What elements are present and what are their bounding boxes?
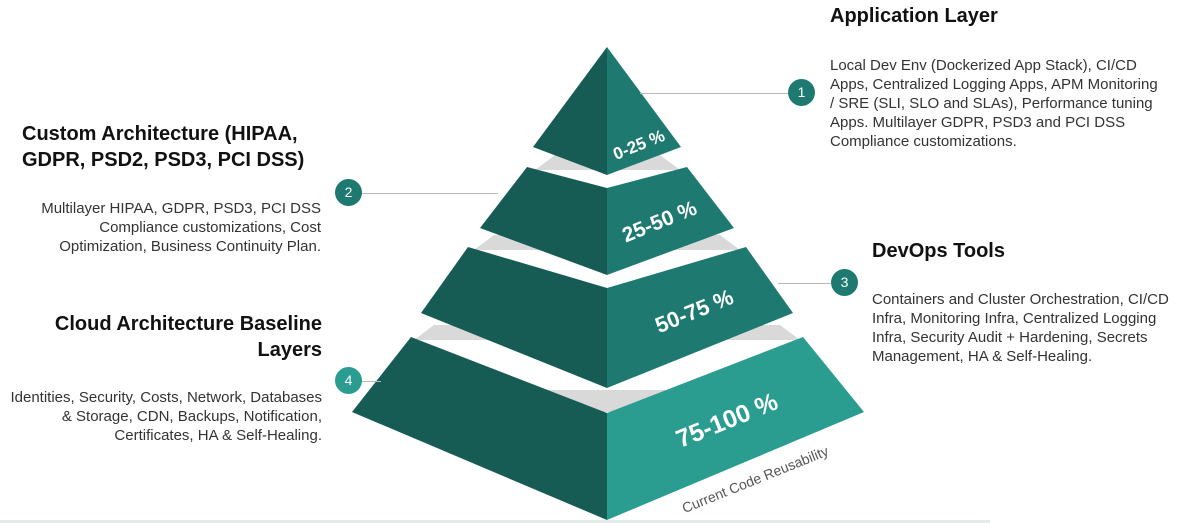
pyramid-tier-2-left <box>480 167 607 275</box>
badge-2: 2 <box>335 179 362 206</box>
badge-1: 1 <box>788 79 815 106</box>
pyramid-tier-4-right <box>607 337 864 520</box>
connector-4 <box>361 381 381 382</box>
pyramid-tier-2-right <box>607 167 734 275</box>
layer-1-description: Local Dev Env (Dockerized App Stack), CI… <box>830 57 1158 150</box>
layer-4-title: Cloud Architecture Baseline Layers <box>54 313 322 361</box>
pyramid-tier-1-right <box>607 47 681 175</box>
connector-2 <box>361 193 498 194</box>
layer-3-title: DevOps Tools <box>872 240 1005 262</box>
connector-3 <box>778 283 831 284</box>
pyramid-tier-1-left <box>533 47 607 175</box>
pyramid-tier-3-left <box>421 247 607 388</box>
layer-3-description: Containers and Cluster Orchestration, CI… <box>872 291 1169 365</box>
badge-3: 3 <box>831 269 858 296</box>
layer-2-title: Custom Architecture (HIPAA, GDPR, PSD2, … <box>22 123 305 171</box>
bottom-divider <box>0 520 990 523</box>
pyramid-tier-3-right <box>607 247 793 388</box>
layer-1-title: Application Layer <box>830 5 998 27</box>
layer-2-description: Multilayer HIPAA, GDPR, PSD3, PCI DSS Co… <box>41 200 321 255</box>
pyramid-tier-4-left <box>352 337 607 520</box>
connector-1 <box>640 93 788 94</box>
badge-4: 4 <box>335 367 362 394</box>
layer-4-description: Identities, Security, Costs, Network, Da… <box>10 389 322 444</box>
